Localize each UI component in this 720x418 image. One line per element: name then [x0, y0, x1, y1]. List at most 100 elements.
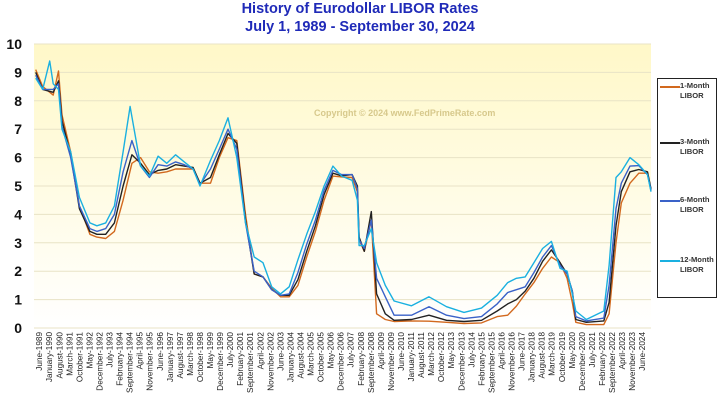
y-axis: 0 1 2 3 4 5 6 7 8 9 10	[6, 36, 22, 336]
x-tick-label: May-2013	[447, 332, 456, 369]
x-tick-label: August-1997	[176, 332, 185, 379]
legend-label-1-month: 1-Month LIBOR	[680, 81, 710, 101]
legend-swatch-3-month	[660, 142, 680, 144]
x-tick-label: September-2015	[487, 332, 496, 393]
x-tick-label: April-2002	[256, 332, 265, 370]
chart-subtitle: July 1, 1989 - September 30, 2024	[245, 19, 475, 35]
x-tick-label: April-2016	[497, 332, 506, 370]
legend-label-3-month-line2: LIBOR	[680, 147, 704, 156]
x-tick-label: June-2003	[276, 332, 285, 371]
x-tick-label: July-2000	[226, 332, 235, 368]
x-tick-label: May-1999	[206, 332, 215, 369]
x-tick-label: May-2020	[568, 332, 577, 369]
legend-label-12-month: 12-Month LIBOR	[680, 255, 714, 275]
x-tick-label: February-2008	[357, 332, 366, 386]
x-tick-label: July-1993	[106, 332, 115, 368]
y-tick-label: 10	[6, 36, 22, 52]
watermark: Copyright © 2024 www.FedPrimeRate.com	[314, 108, 495, 118]
legend-item-1-month: 1-Month LIBOR	[660, 81, 716, 111]
legend-item-3-month: 3-Month LIBOR	[660, 137, 716, 167]
x-tick-label: December-2006	[337, 332, 346, 391]
x-tick-label: July-2007	[347, 332, 356, 368]
series-lines	[35, 60, 652, 326]
series-line-3-month-libor	[35, 72, 652, 323]
legend: 1-Month LIBOR 3-Month LIBOR 6-Month LIBO…	[657, 78, 717, 298]
x-tick-label: November-2023	[628, 332, 637, 391]
x-tick-label: October-2005	[317, 332, 326, 383]
x-tick-label: January-2011	[407, 332, 416, 382]
x-tick-label: November-1995	[146, 332, 155, 391]
x-tick-label: November-2009	[387, 332, 396, 391]
x-tick-label: February-1994	[116, 332, 125, 386]
legend-label-12-month-line1: 12-Month	[680, 255, 714, 264]
x-tick-label: June-1989	[35, 332, 44, 371]
legend-label-3-month: 3-Month LIBOR	[680, 137, 710, 157]
legend-swatch-6-month	[660, 200, 680, 202]
y-tick-label: 4	[14, 206, 22, 222]
legend-label-1-month-line2: LIBOR	[680, 91, 704, 100]
x-tick-label: July-2014	[467, 332, 476, 368]
legend-label-6-month-line1: 6-Month	[680, 195, 710, 204]
y-tick-label: 3	[14, 235, 22, 251]
x-tick-label: October-1991	[75, 332, 84, 383]
x-tick-label: March-1991	[65, 332, 74, 376]
x-tick-label: September-1994	[126, 332, 135, 393]
x-tick-label: October-2019	[558, 332, 567, 383]
x-tick-label: January-2004	[286, 332, 295, 383]
x-tick-label: December-1999	[216, 332, 225, 391]
chart-title: History of Eurodollar LIBOR Rates	[241, 1, 479, 17]
x-tick-label: May-1992	[85, 332, 94, 369]
x-tick-label: December-1992	[95, 332, 104, 391]
y-tick-label: 5	[14, 178, 22, 194]
x-tick-label: August-2018	[538, 332, 547, 379]
x-tick-label: September-2022	[608, 332, 617, 393]
legend-label-12-month-line2: LIBOR	[680, 265, 704, 274]
x-tick-label: November-2002	[266, 332, 275, 391]
legend-item-6-month: 6-Month LIBOR	[660, 195, 716, 225]
legend-item-12-month: 12-Month LIBOR	[660, 255, 716, 285]
y-tick-label: 9	[14, 64, 22, 80]
x-tick-label: January-1997	[166, 332, 175, 383]
y-tick-label: 2	[14, 263, 22, 279]
y-tick-label: 1	[14, 292, 22, 308]
x-tick-label: January-1990	[45, 332, 54, 383]
x-tick-label: February-2022	[598, 332, 607, 386]
x-tick-label: November-2016	[508, 332, 517, 391]
x-tick-label: August-2011	[417, 332, 426, 378]
x-tick-label: October-1998	[196, 332, 205, 383]
legend-swatch-12-month	[660, 260, 680, 262]
legend-label-3-month-line1: 3-Month	[680, 137, 710, 146]
x-tick-label: March-2012	[427, 332, 436, 376]
x-tick-label: June-2024	[638, 332, 647, 371]
x-tick-label: April-1995	[136, 332, 145, 370]
x-tick-label: December-2013	[457, 332, 466, 391]
x-axis: June-1989 January-1990 August-1990 March-19…	[35, 332, 647, 393]
x-tick-label: March-2005	[307, 332, 316, 376]
x-tick-label: February-2015	[477, 332, 486, 386]
x-tick-label: January-2018	[528, 332, 537, 383]
x-tick-label: June-2017	[518, 332, 527, 371]
y-tick-label: 6	[14, 150, 22, 166]
chart-title-block: History of Eurodollar LIBOR Rates July 1…	[0, 0, 720, 36]
x-tick-label: June-1996	[156, 332, 165, 371]
x-tick-label: April-2009	[377, 332, 386, 370]
x-tick-label: May-2006	[327, 332, 336, 369]
x-tick-label: March-1998	[186, 332, 195, 376]
series-line-12-month-libor	[35, 60, 652, 321]
x-tick-label: September-2008	[367, 332, 376, 393]
x-tick-label: August-2004	[296, 332, 305, 379]
x-tick-label: December-2020	[578, 332, 587, 391]
x-tick-label: June-2010	[397, 332, 406, 371]
x-tick-label: March-2019	[548, 332, 557, 376]
gridlines	[34, 43, 651, 329]
legend-label-1-month-line1: 1-Month	[680, 81, 710, 90]
y-tick-label: 0	[14, 320, 22, 336]
y-tick-label: 8	[14, 93, 22, 109]
legend-swatch-1-month	[660, 86, 680, 88]
legend-label-6-month-line2: LIBOR	[680, 205, 704, 214]
x-tick-label: October-2012	[437, 332, 446, 383]
x-tick-label: July-2021	[588, 332, 597, 368]
legend-label-6-month: 6-Month LIBOR	[680, 195, 710, 215]
x-tick-label: August-1990	[55, 332, 64, 379]
